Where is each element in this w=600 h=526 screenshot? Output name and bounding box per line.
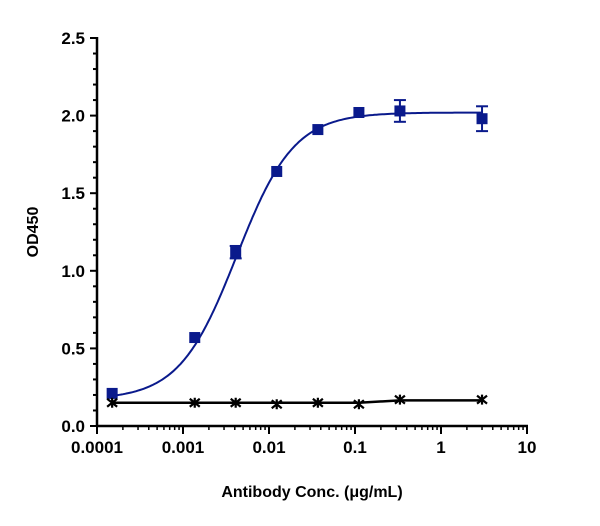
data-point-x (189, 397, 201, 408)
y-tick-label: 1.0 (61, 262, 85, 281)
data-point-x (353, 399, 365, 410)
data-point-square (476, 113, 488, 125)
x-tick-label: 1 (436, 438, 445, 457)
y-tick-label: 2.0 (61, 107, 85, 126)
y-tick-label: 0.5 (61, 339, 85, 358)
data-point-x (312, 397, 324, 408)
baseline-line (112, 399, 483, 404)
x-tick-label: 10 (518, 438, 537, 457)
x-axis-label: Antibody Conc. (μg/mL) (221, 484, 402, 501)
x-tick-label: 0.001 (162, 438, 205, 457)
data-point-square (271, 165, 283, 177)
x-tick-label: 0.1 (343, 438, 367, 457)
data-point-square (312, 124, 324, 136)
data-point-square (353, 106, 365, 118)
y-tick-label: 1.5 (61, 184, 85, 203)
data-point-x (271, 399, 283, 410)
y-axis-label: OD450 (25, 207, 42, 258)
data-point-x (476, 394, 488, 405)
data-point-square (189, 332, 201, 344)
data-point-x (394, 394, 406, 405)
x-tick-label: 0.01 (252, 438, 285, 457)
y-tick-label: 2.5 (61, 29, 85, 48)
data-point-square (394, 105, 406, 117)
fit-curve (111, 111, 482, 397)
data-point-x (106, 397, 118, 408)
data-point-square (230, 246, 242, 258)
y-tick-label: 0.0 (61, 417, 85, 436)
data-point-square (106, 387, 118, 399)
data-point-x (230, 397, 242, 408)
x-tick-label: 0.0001 (71, 438, 123, 457)
